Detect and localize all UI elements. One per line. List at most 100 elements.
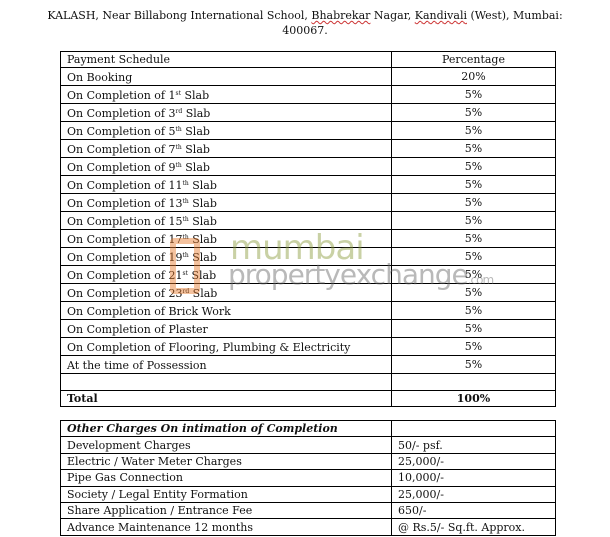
schedule-label: On Completion of 23rd Slab [60,283,392,303]
schedule-label: On Completion of 19th Slab [60,247,392,267]
ordinal-suffix: rd [175,108,183,116]
percentage-cell: 5% [391,247,556,267]
label-text: On Completion of 21 [67,269,183,283]
charge-label: Society / Legal Entity Formation [60,485,392,503]
percentage-cell: 5% [391,193,556,213]
percentage-cell: 5% [391,337,556,357]
ordinal-suffix: th [175,162,182,170]
ordinal-suffix: th [182,180,189,188]
address-text: Nagar, [370,9,415,22]
table-row: On Completion of Flooring, Plumbing & El… [60,337,556,357]
ordinal-suffix: th [175,126,182,134]
label-text: On Completion of 13 [67,197,183,211]
project-address: KALASH, Near Billabong International Sch… [0,8,610,38]
table-row: On Completion of 15th Slab 5% [60,211,556,231]
charge-label: Share Application / Entrance Fee [60,501,392,520]
schedule-label: On Completion of 9th Slab [60,157,392,177]
table-row: Electric / Water Meter Charges 25,000/- [60,452,556,471]
schedule-label: On Completion of 17th Slab [60,229,392,249]
table-row: On Completion of 3rd Slab 5% [60,103,556,123]
table-row: On Completion of Plaster 5% [60,319,556,339]
schedule-label: On Completion of 13th Slab [60,193,392,213]
ordinal-suffix: th [182,252,189,260]
label-text: On Completion of 19 [67,251,183,265]
schedule-label [60,373,392,391]
ordinal-suffix: th [175,144,182,152]
address-text: (West), Mumbai: [466,9,563,22]
charge-value: @ Rs.5/- Sq.ft. Approx. [391,518,556,536]
schedule-label: On Booking [60,67,392,87]
label-text: On Booking [67,71,133,85]
schedule-label: On Completion of Plaster [60,319,392,339]
ordinal-suffix: st [182,270,188,278]
charge-value: 650/- [391,501,556,520]
charge-label: Electric / Water Meter Charges [60,452,392,471]
table-row: On Completion of 5th Slab 5% [60,121,556,141]
header-payment-schedule: Payment Schedule [60,50,392,69]
percentage-cell: 5% [391,319,556,339]
other-charges-table: Other Charges On intimation of Completio… [60,419,556,536]
charge-value: 10,000/- [391,469,556,487]
table-row: On Completion of 23rd Slab 5% [60,283,556,303]
ordinal-suffix: th [182,216,189,224]
table-row: Development Charges 50/- psf. [60,436,556,454]
label-text: On Completion of 15 [67,215,183,229]
percentage-cell [391,373,556,391]
table-row: On Completion of 11th Slab 5% [60,175,556,195]
label-text: On Completion of 23 [67,287,183,301]
table-row [60,373,556,391]
header-percentage: Percentage [391,50,556,69]
schedule-label: On Completion of 1st Slab [60,85,392,105]
table-header-row: Payment Schedule Percentage [60,50,556,69]
address-kandivali: Kandivali [414,9,467,22]
total-percentage: 100% [391,389,556,408]
schedule-label: On Completion of 15th Slab [60,211,392,231]
label-text: On Completion of Plaster [67,323,208,337]
table-row: Society / Legal Entity Formation 25,000/- [60,485,556,503]
label-suffix: Slab [188,251,217,265]
percentage-cell: 5% [391,211,556,231]
table-row: On Completion of 13th Slab 5% [60,193,556,213]
table-row: On Completion of Brick Work 5% [60,301,556,321]
percentage-cell: 5% [391,175,556,195]
table-row: Pipe Gas Connection 10,000/- [60,469,556,487]
empty-cell [391,419,556,438]
percentage-cell: 5% [391,265,556,285]
label-text: At the time of Possession [67,359,207,373]
total-label: Total [60,389,392,408]
label-suffix: Slab [188,215,217,229]
label-suffix: Slab [188,179,217,193]
address-pincode: 400067. [282,24,328,37]
label-text: On Completion of Flooring, Plumbing & El… [67,341,351,355]
percentage-cell: 5% [391,139,556,159]
label-text: On Completion of 17 [67,233,183,247]
payment-schedule-table: Payment Schedule Percentage On Booking 20… [60,50,556,408]
ordinal-suffix: st [175,90,181,98]
table-row: On Completion of 7th Slab 5% [60,139,556,159]
table-row: Advance Maintenance 12 months @ Rs.5/- Sq… [60,518,556,536]
address-text: KALASH, Near Billabong International Sch… [47,9,312,22]
charge-label: Advance Maintenance 12 months [60,518,392,536]
other-charges-header: Other Charges On intimation of Completio… [60,419,392,438]
label-suffix: Slab [182,107,211,121]
table-row: On Booking 20% [60,67,556,87]
percentage-cell: 5% [391,85,556,105]
table-row: On Completion of 21st Slab 5% [60,265,556,285]
label-suffix: Slab [188,197,217,211]
percentage-cell: 20% [391,67,556,87]
schedule-label: On Completion of 3rd Slab [60,103,392,123]
label-text: On Completion of 9 [67,161,176,175]
table-row: At the time of Possession 5% [60,355,556,375]
schedule-label: On Completion of 7th Slab [60,139,392,159]
percentage-cell: 5% [391,157,556,177]
charge-label: Development Charges [60,436,392,454]
percentage-cell: 5% [391,283,556,303]
schedule-label: On Completion of 5th Slab [60,121,392,141]
schedule-label: On Completion of 21st Slab [60,265,392,285]
schedule-label: On Completion of Brick Work [60,301,392,321]
percentage-cell: 5% [391,355,556,375]
table-row: On Completion of 17th Slab 5% [60,229,556,249]
table-row: On Completion of 1st Slab 5% [60,85,556,105]
label-suffix: Slab [181,161,210,175]
